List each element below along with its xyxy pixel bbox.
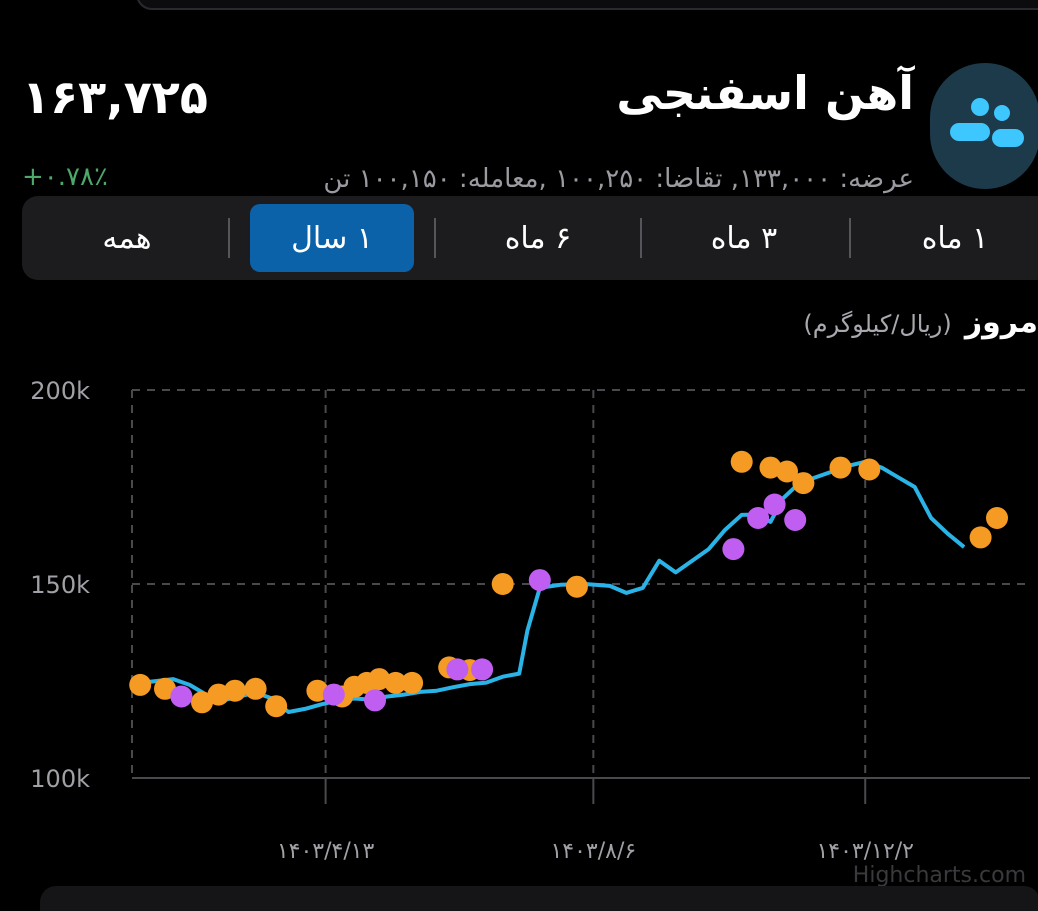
orange-data-point[interactable] (265, 695, 288, 718)
bottom-card (40, 886, 1038, 911)
chart-caption: مروز (ریال/کیلوگرم) (803, 305, 1038, 340)
y-tick-label: 200k (30, 377, 90, 405)
orange-data-point[interactable] (384, 671, 407, 694)
chart-axes: 100k 150k 200k ۱۴۰۳/۴/۱۳ ۱۴۰۳/۸/۶ ۱۴۰۳/۱۲/۲ (30, 377, 1030, 864)
orange-data-point[interactable] (829, 456, 852, 479)
market-stats: عرضه: ۱۳۳,۰۰۰, تقاضا: ۱۰۰,۲۵۰ ,معامله: ۱… (323, 164, 914, 194)
purple-data-point[interactable] (170, 685, 193, 708)
chart-unit: (ریال/کیلوگرم) (803, 310, 952, 338)
orange-data-point[interactable] (306, 679, 329, 702)
chart-credit: Highcharts.com (853, 863, 1026, 888)
top-card (136, 0, 1038, 10)
purple-data-point[interactable] (364, 689, 386, 712)
purple-data-point[interactable] (528, 569, 551, 592)
orange-data-point[interactable] (730, 450, 753, 473)
orange-data-point[interactable] (858, 458, 881, 481)
commodity-title: آهن اسفنجی (616, 66, 914, 120)
orange-data-point[interactable] (154, 677, 176, 700)
orange-data-point[interactable] (368, 668, 391, 691)
tab-3-month[interactable]: ۳ ماه (710, 220, 778, 256)
orange-data-point[interactable] (129, 673, 152, 696)
tab-1-year[interactable]: ۱ سال (250, 204, 414, 272)
tab-divider (434, 218, 436, 258)
orange-data-point[interactable] (491, 573, 514, 595)
purple-data-point[interactable] (763, 493, 786, 516)
purple-data-point[interactable] (471, 658, 494, 681)
price-change: +۰.۷۸٪ (22, 162, 108, 192)
orange-data-point[interactable] (224, 679, 246, 702)
orange-data-point[interactable] (207, 683, 230, 706)
tab-all[interactable]: همه (102, 220, 152, 256)
commodity-avatar (930, 63, 1038, 189)
purple-data-point[interactable] (322, 683, 345, 706)
current-price: ۱۶۳,۷۲۵ (22, 70, 208, 124)
orange-data-point[interactable] (244, 677, 267, 700)
tab-6-month[interactable]: ۶ ماه (504, 220, 572, 256)
orange-data-point[interactable] (969, 526, 992, 549)
people-icon (950, 98, 1024, 147)
y-tick-label: 100k (30, 765, 90, 793)
orange-data-point[interactable] (565, 575, 588, 598)
tab-divider (849, 218, 851, 258)
header: آهن اسفنجی ۱۶۳,۷۲۵ +۰.۷۸٪ عرضه: ۱۳۳,۰۰۰,… (0, 30, 1038, 194)
x-tick-label: ۱۴۰۳/۱۲/۲ (816, 839, 914, 864)
y-tick-label: 150k (30, 571, 90, 599)
purple-data-point[interactable] (446, 658, 469, 681)
orange-data-point[interactable] (759, 456, 782, 479)
price-line (139, 459, 966, 714)
x-tick-label: ۱۴۰۳/۴/۱۳ (277, 839, 375, 864)
orange-data-point[interactable] (776, 460, 798, 483)
tab-divider (640, 218, 642, 258)
purple-data-point[interactable] (722, 538, 745, 561)
chart-grid (131, 389, 1030, 778)
chart-series (129, 450, 1008, 718)
purple-data-point[interactable] (747, 507, 770, 529)
orange-data-point[interactable] (191, 691, 213, 714)
period-tabs: ۱ ماه ۳ ماه ۶ ماه ۱ سال همه (22, 196, 1038, 280)
purple-data-point[interactable] (784, 509, 807, 531)
tab-divider (228, 218, 230, 258)
x-tick-label: ۱۴۰۳/۸/۶ (550, 839, 636, 864)
orange-data-point[interactable] (792, 472, 815, 495)
orange-data-point[interactable] (986, 507, 1008, 529)
price-chart: 100k 150k 200k ۱۴۰۳/۴/۱۳ ۱۴۰۳/۸/۶ ۱۴۰۳/۱۲/۲ H… (30, 377, 1030, 888)
chart-caption-title: مروز (964, 305, 1038, 340)
orange-data-point[interactable] (401, 671, 424, 694)
tab-1-month[interactable]: ۱ ماه (921, 220, 989, 256)
